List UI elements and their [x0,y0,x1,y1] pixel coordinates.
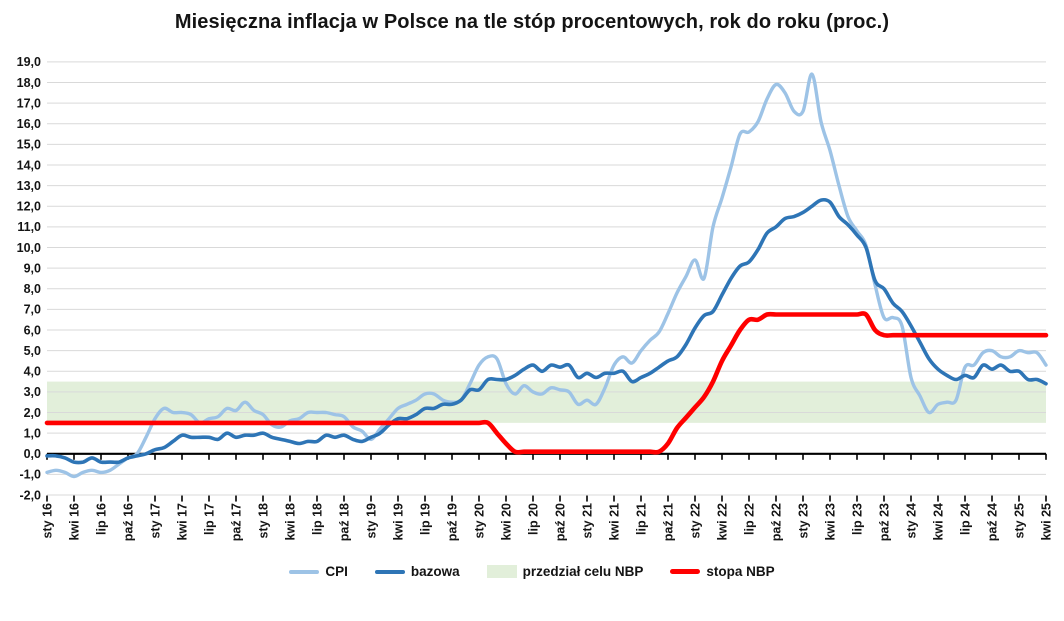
svg-text:1,0: 1,0 [24,426,41,440]
svg-text:lip 23: lip 23 [851,503,865,535]
svg-text:kwi 23: kwi 23 [824,503,838,541]
legend-label-stopa-nbp: stopa NBP [706,564,775,579]
svg-text:4,0: 4,0 [24,365,41,379]
svg-text:0,0: 0,0 [24,447,41,461]
svg-text:kwi 17: kwi 17 [176,503,190,541]
svg-text:paź 22: paź 22 [770,503,784,541]
svg-text:sty 24: sty 24 [905,503,919,538]
svg-text:paź 23: paź 23 [878,503,892,541]
svg-text:5,0: 5,0 [24,344,41,358]
stopa-nbp-line-swatch [670,569,701,574]
svg-text:11,0: 11,0 [17,220,41,234]
svg-text:paź 21: paź 21 [662,503,676,541]
svg-text:paź 24: paź 24 [986,503,1000,541]
cpi-line-swatch [289,569,320,574]
svg-text:kwi 24: kwi 24 [932,503,946,541]
page-title: Miesięczna inflacja w Polsce na tle stóp… [174,11,890,33]
svg-text:14,0: 14,0 [17,158,41,172]
svg-text:3,0: 3,0 [24,385,41,399]
svg-text:10,0: 10,0 [17,241,41,255]
svg-text:sty 22: sty 22 [689,503,703,538]
legend-item-target-band: przedział celu NBP [486,564,644,579]
svg-text:lip 22: lip 22 [743,503,757,535]
svg-text:kwi 16: kwi 16 [68,503,82,541]
svg-text:-1,0: -1,0 [19,468,41,482]
svg-text:kwi 20: kwi 20 [500,503,514,541]
target-band [47,381,1046,423]
legend-label-bazowa: bazowa [410,564,460,579]
svg-text:lip 20: lip 20 [527,503,541,535]
svg-text:13,0: 13,0 [17,179,41,193]
svg-text:lip 17: lip 17 [203,503,217,535]
cpi-line [45,72,1048,479]
svg-text:sty 17: sty 17 [149,503,163,538]
svg-text:sty 25: sty 25 [1013,503,1027,538]
svg-text:18,0: 18,0 [17,76,41,90]
svg-text:sty 20: sty 20 [473,503,487,538]
legend-item-bazowa: bazowa [374,564,460,579]
svg-text:paź 17: paź 17 [230,503,244,541]
svg-text:kwi 21: kwi 21 [608,503,622,541]
svg-text:paź 18: paź 18 [338,503,352,541]
svg-text:15,0: 15,0 [17,138,41,152]
svg-text:sty 18: sty 18 [257,503,271,538]
svg-text:kwi 19: kwi 19 [392,503,406,541]
x-axis-ticks [46,453,1047,502]
svg-text:19,0: 19,0 [17,55,41,69]
legend-label-cpi: CPI [325,564,348,579]
svg-text:paź 16: paź 16 [122,503,136,541]
svg-text:sty 23: sty 23 [797,503,811,538]
y-axis-labels: 19,0 18,0 17,0 16,0 15,0 14,0 13,0 12,0 11,0 10,0… [17,55,41,502]
svg-text:8,0: 8,0 [24,282,41,296]
x-axis-labels: sty 16 kwi 16 lip 16 paź 16 sty 17 kwi 17 lip … [41,503,1054,541]
legend-label-target-band: przedział celu NBP [522,564,644,579]
legend-item-cpi: CPI [289,564,348,579]
svg-text:9,0: 9,0 [24,261,41,275]
svg-text:7,0: 7,0 [24,303,41,317]
svg-text:2,0: 2,0 [24,406,41,420]
svg-text:12,0: 12,0 [17,200,41,214]
chart-legend: CPI bazowa przedział celu NBP stopa NBP [0,564,1064,579]
svg-text:kwi 25: kwi 25 [1040,503,1054,541]
bazowa-line-swatch [374,569,405,574]
stopa-nbp-line [44,311,1049,455]
svg-text:lip 16: lip 16 [95,503,109,535]
svg-text:16,0: 16,0 [17,117,41,131]
grid-lines [47,61,1046,496]
svg-text:sty 19: sty 19 [365,503,379,538]
svg-text:kwi 22: kwi 22 [716,503,730,541]
svg-text:kwi 18: kwi 18 [284,503,298,541]
svg-text:17,0: 17,0 [17,96,41,110]
svg-text:lip 18: lip 18 [311,503,325,535]
svg-text:lip 24: lip 24 [959,503,973,535]
svg-text:paź 19: paź 19 [446,503,460,541]
svg-text:lip 21: lip 21 [635,503,649,535]
svg-text:lip 19: lip 19 [419,503,433,535]
target-band-swatch [486,565,517,578]
svg-text:paź 20: paź 20 [554,503,568,541]
svg-text:6,0: 6,0 [24,323,41,337]
svg-text:-2,0: -2,0 [19,488,41,502]
legend-item-stopa-nbp: stopa NBP [670,564,775,579]
bazowa-line [45,197,1048,465]
svg-text:sty 16: sty 16 [41,503,55,538]
svg-text:sty 21: sty 21 [581,503,595,538]
